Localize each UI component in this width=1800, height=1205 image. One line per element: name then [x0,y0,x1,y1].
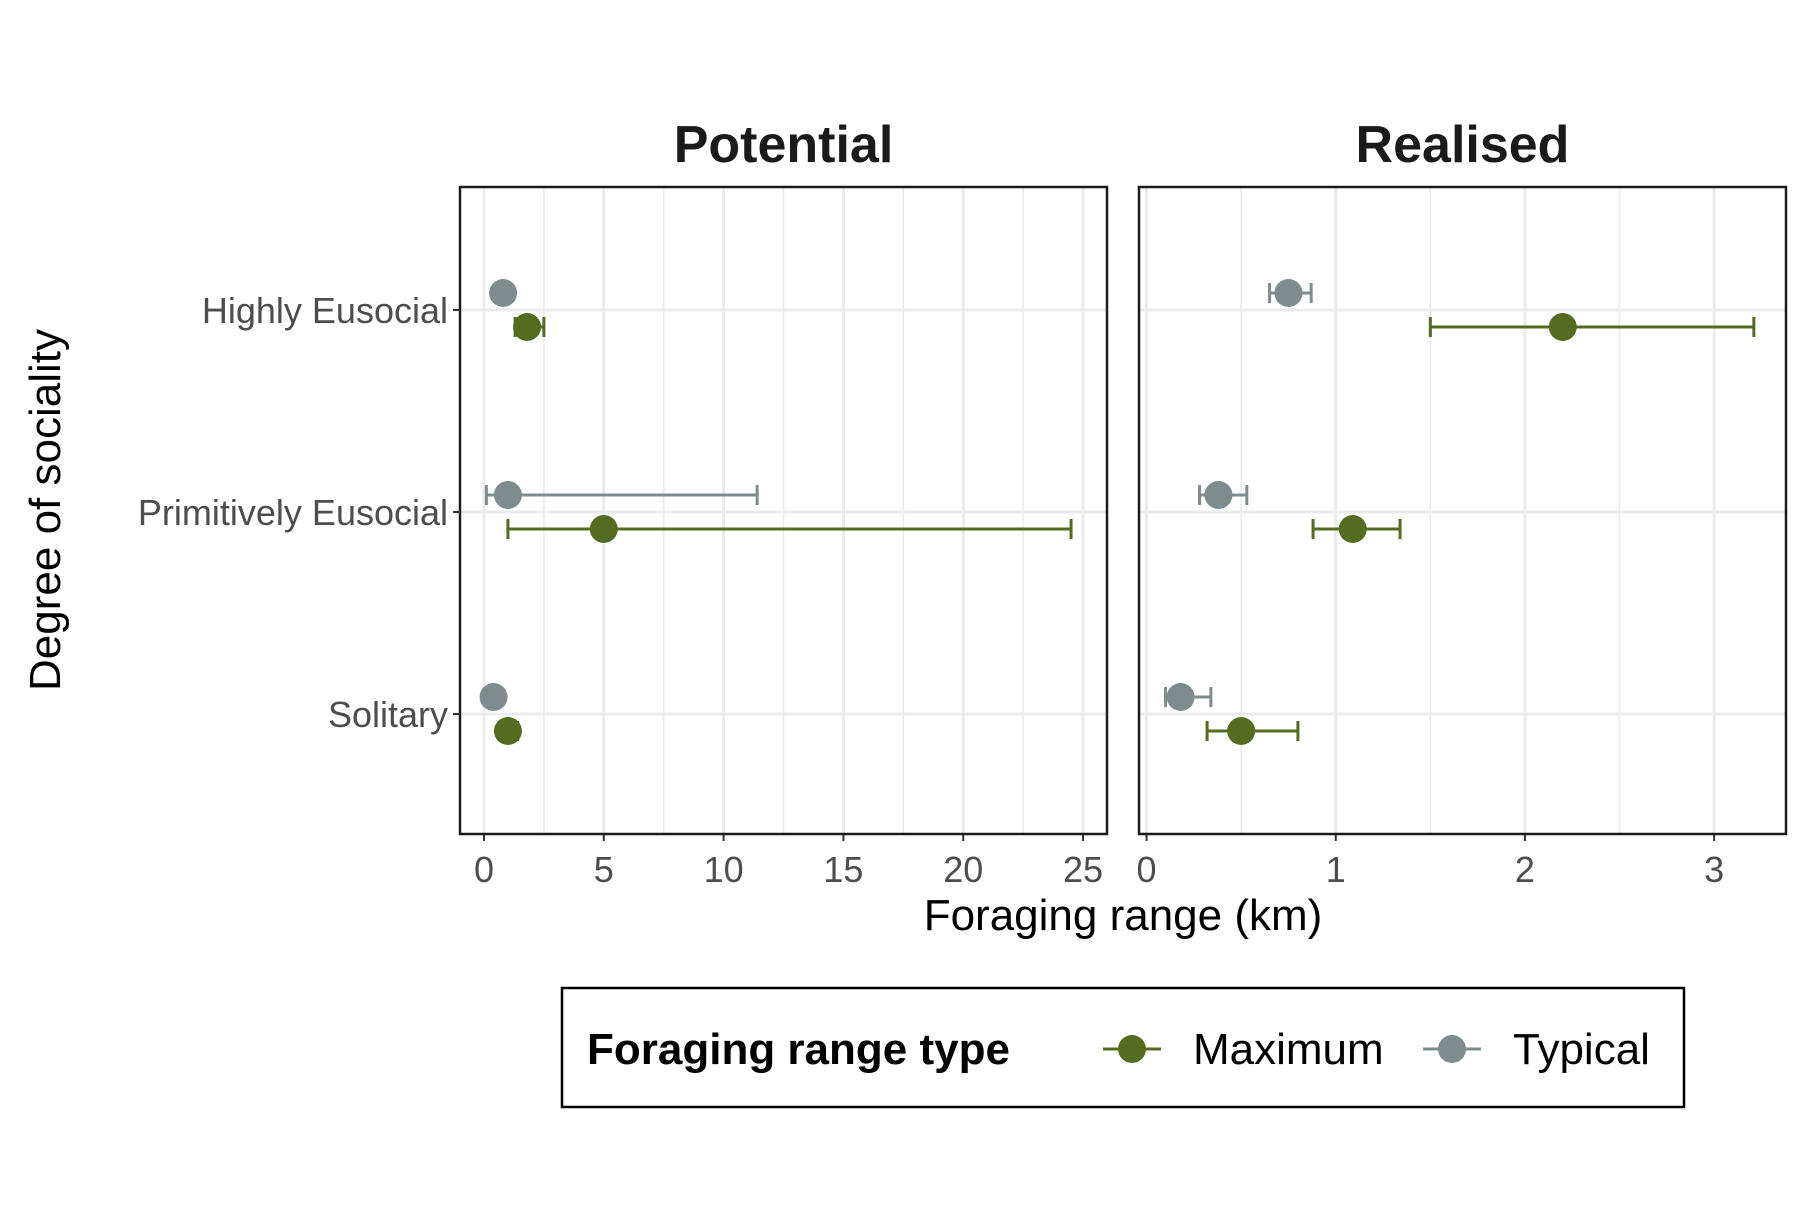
legend-title: Foraging range type [587,1025,1010,1074]
x-tick-label: 0 [474,849,494,890]
point-maximum [589,515,618,543]
point-typical [479,683,508,711]
point-typical [1166,683,1195,711]
x-tick-label: 5 [594,849,614,890]
point-maximum [1548,313,1577,341]
y-tick-label: Primitively Eusocial [138,492,448,533]
facet-panel-potential: Potential 0 5 10 15 20 25 [458,116,1109,890]
legend-key-point [1438,1035,1466,1063]
point-maximum [1227,717,1256,745]
panel-border [458,185,1109,836]
facet-panel-realised: Realised 0 1 2 3 [1137,116,1788,890]
point-typical [493,481,522,509]
panel-border [1137,185,1788,836]
legend-key-point [1118,1035,1146,1063]
legend-entry-maximum: Maximum [1103,1025,1384,1074]
x-tick-label: 2 [1515,849,1535,890]
point-typical [1204,481,1233,509]
y-tick-label: Highly Eusocial [202,290,448,331]
point-maximum [1338,515,1367,543]
x-tick-label: 20 [943,849,983,890]
x-tick-label: 0 [1137,849,1157,890]
facet-title: Realised [1356,116,1570,174]
y-axis-title: Degree of sociality [21,329,70,691]
point-maximum [493,717,522,745]
legend-entry-typical: Typical [1423,1025,1650,1074]
legend-entries: Maximum Typical [1103,1025,1650,1074]
point-typical [489,279,518,307]
legend: Foraging range type Maximum Typical [560,986,1686,1109]
x-tick-label: 15 [823,849,863,890]
x-tick-label: 10 [704,849,744,890]
errorbar-maximum [1428,317,1756,337]
facet-panels: Potential 0 5 10 15 20 25 Realised 0 1 2 3 Highly Eu… [138,116,1788,890]
errorbar-typical [484,485,759,505]
x-tick-label: 1 [1326,849,1346,890]
y-tick-label: Solitary [328,694,448,735]
point-maximum [513,313,542,341]
x-tick-label: 3 [1704,849,1724,890]
legend-label: Maximum [1193,1025,1384,1074]
y-tick-labels: Highly Eusocial Primitively Eusocial Solit… [138,290,460,735]
x-tick-label: 25 [1063,849,1103,890]
facet-title: Potential [674,116,894,174]
legend-label: Typical [1513,1025,1650,1074]
point-typical [1274,279,1303,307]
x-axis-title: Foraging range (km) [924,891,1323,940]
